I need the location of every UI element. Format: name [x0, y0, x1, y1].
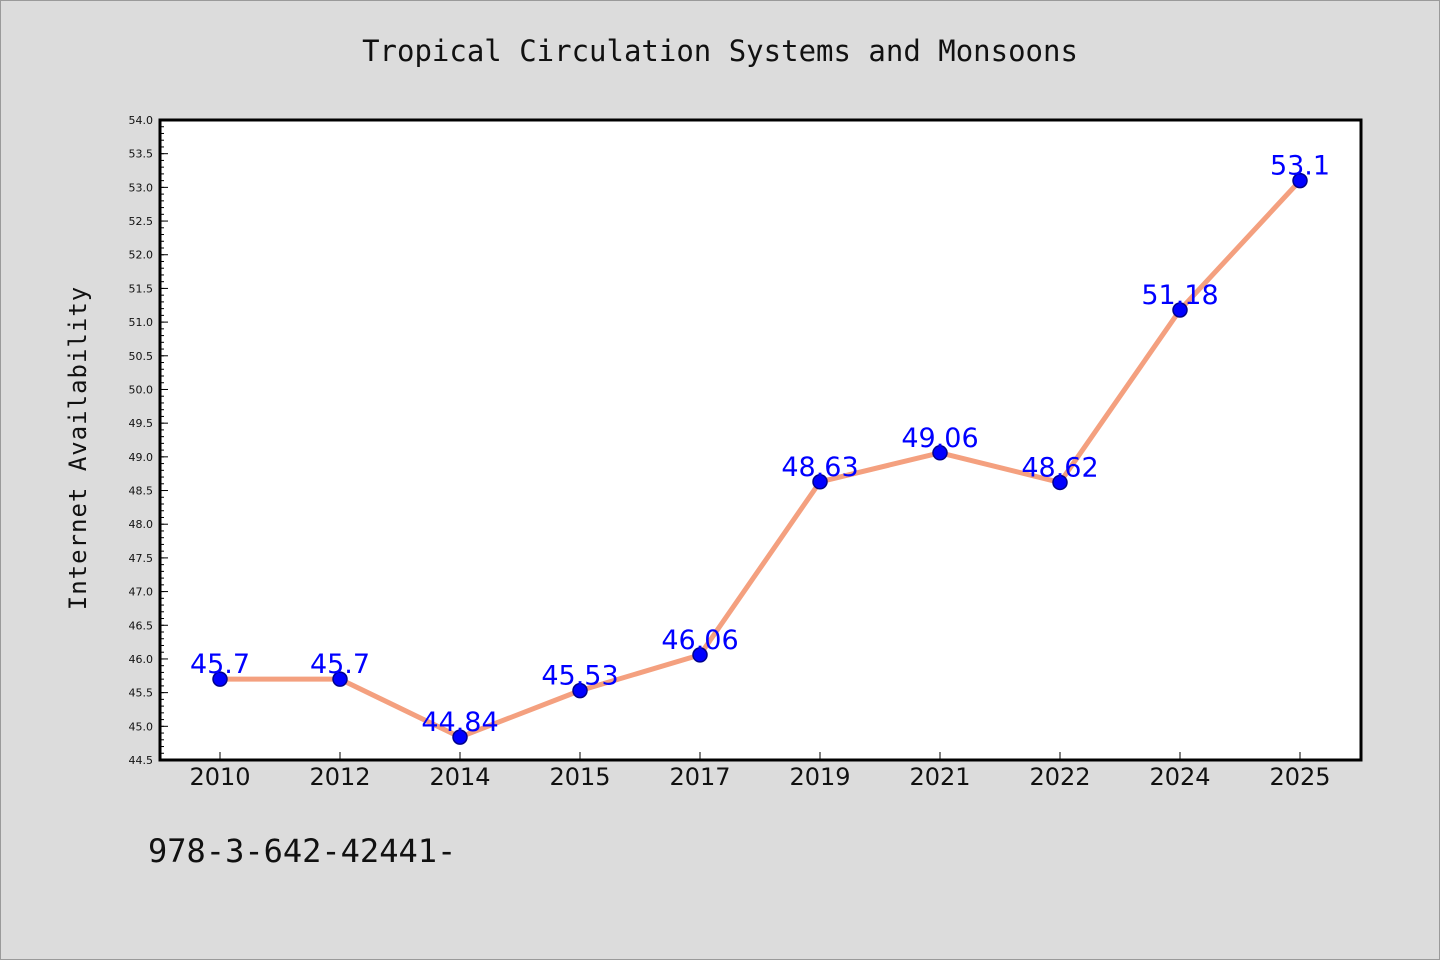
data-label: 44.84: [421, 707, 498, 738]
data-label: 45.53: [541, 661, 618, 692]
y-tick-label: 45.0: [129, 720, 154, 733]
y-tick-label: 49.0: [129, 451, 154, 464]
chart-title: Tropical Circulation Systems and Monsoon…: [362, 34, 1078, 68]
data-point: [452, 729, 468, 745]
x-tick-label: 2015: [549, 763, 610, 791]
data-label: 48.63: [781, 452, 858, 483]
footnote-text: 978-3-642-42441-: [148, 832, 457, 870]
x-tick-label: 2014: [429, 763, 490, 791]
data-point: [212, 671, 228, 687]
x-tick-label: 2012: [309, 763, 370, 791]
y-tick-label: 52.5: [129, 215, 154, 228]
data-point: [692, 647, 708, 663]
y-tick-label: 53.0: [129, 181, 154, 194]
plot-area: [158, 118, 1363, 762]
y-tick-label: 49.5: [129, 417, 154, 430]
data-point: [1052, 474, 1068, 491]
data-point: [1292, 172, 1308, 189]
data-point: [572, 682, 588, 699]
data-point: [332, 671, 348, 687]
data-point: [812, 474, 828, 490]
y-tick-label: 46.0: [129, 653, 154, 666]
x-tick-label: 2024: [1149, 763, 1210, 791]
y-tick-label: 48.0: [129, 518, 154, 531]
series-points: [212, 172, 1308, 745]
y-tick-label: 52.0: [129, 249, 154, 262]
y-tick-label: 44.5: [129, 754, 154, 767]
series-line: [220, 178, 1302, 740]
data-point: [1172, 302, 1188, 318]
data-label: 48.62: [1021, 452, 1098, 483]
y-tick-label: 50.5: [129, 350, 154, 363]
y-tick-label: 53.5: [129, 148, 154, 161]
y-tick-label: 51.5: [129, 282, 154, 295]
data-label: 45.7: [310, 649, 370, 680]
x-tick-label: 2025: [1269, 763, 1330, 791]
x-axis: 2010 2012 2014 2015 2017 2019 2021 2022 2024 2025: [189, 752, 1331, 791]
x-tick-label: 2021: [909, 763, 970, 791]
data-label: 53.1: [1270, 151, 1330, 182]
data-label: 51.18: [1141, 280, 1218, 311]
y-tick-label: 51.0: [129, 316, 154, 329]
data-labels: 45.7 45.7 44.84 45.53 46.06 48.63 49.06 48.62 51…: [190, 151, 1330, 738]
y-axis: 44.5 45.0 45.5 46.0 46.5 47.0 47.5 48.0 48.5 49.0…: [129, 114, 168, 767]
data-label: 46.06: [661, 625, 738, 656]
y-axis-label: Internet Availability: [64, 286, 92, 610]
y-tick-label: 47.5: [129, 552, 154, 565]
y-tick-label: 48.5: [129, 485, 154, 498]
x-tick-label: 2019: [789, 763, 850, 791]
data-label: 49.06: [901, 423, 978, 454]
data-point: [932, 445, 948, 461]
y-tick-label: 46.5: [129, 619, 154, 632]
x-tick-label: 2022: [1029, 763, 1090, 791]
y-tick-label: 50.0: [129, 383, 154, 396]
data-label: 45.7: [190, 649, 250, 680]
y-tick-label: 47.0: [129, 586, 154, 599]
y-tick-label: 54.0: [129, 114, 154, 127]
y-tick-label: 45.5: [129, 687, 154, 700]
x-tick-label: 2010: [189, 763, 250, 791]
x-tick-label: 2017: [669, 763, 730, 791]
